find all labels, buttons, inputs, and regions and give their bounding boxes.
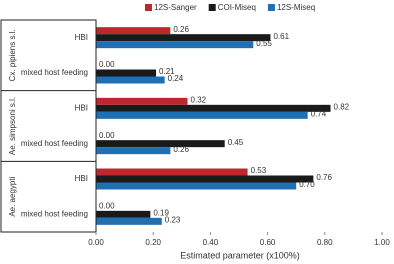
value-label: 0.53 <box>251 166 267 175</box>
value-label: 0.00 <box>99 60 115 69</box>
y-tick-label: HBI <box>75 33 88 42</box>
value-label: 0.26 <box>173 145 189 154</box>
group-label: Ae. aegypti <box>8 176 17 216</box>
legend-swatch <box>145 4 152 11</box>
y-tick-label: HBI <box>75 103 88 112</box>
bar <box>96 111 308 119</box>
x-tick-label: 0.80 <box>317 238 333 247</box>
bar <box>96 217 162 225</box>
value-label: 0.21 <box>159 67 175 76</box>
value-label: 0.82 <box>334 102 350 111</box>
group-label: Ae. simpsoni s.l. <box>8 97 17 155</box>
bar <box>96 182 297 190</box>
value-label: 0.55 <box>256 39 272 48</box>
value-label: 0.23 <box>165 215 181 224</box>
bar <box>96 27 171 35</box>
y-tick-label: mixed host feeding <box>21 139 88 148</box>
legend-swatch <box>208 4 216 11</box>
bar <box>96 97 188 105</box>
bar <box>96 168 248 176</box>
value-label: 0.00 <box>99 201 115 210</box>
value-label: 0.76 <box>316 173 332 182</box>
bar <box>96 104 331 112</box>
value-label: 0.32 <box>191 95 207 104</box>
y-tick-label: mixed host feeding <box>21 68 88 77</box>
x-tick-label: 0.40 <box>203 238 219 247</box>
bar <box>96 175 314 183</box>
bar <box>96 34 271 42</box>
x-tick-label: 0.60 <box>260 238 276 247</box>
value-label: 0.45 <box>228 138 244 147</box>
y-tick-label: mixed host feeding <box>21 209 88 218</box>
value-label: 0.00 <box>99 131 115 140</box>
legend-label: 12S-Miseq <box>277 3 315 12</box>
legend-label: COI-Miseq <box>218 3 256 12</box>
value-label: 0.24 <box>168 74 184 83</box>
group-label: Cx. pipiens s.l. <box>8 29 17 81</box>
value-label: 0.61 <box>273 32 289 41</box>
bar <box>96 69 157 77</box>
legend-swatch <box>267 4 275 11</box>
y-tick-label: HBI <box>75 174 88 183</box>
bar <box>96 76 165 84</box>
bar <box>96 210 151 218</box>
value-label: 0.74 <box>311 109 327 118</box>
x-tick-label: 0.20 <box>145 238 161 247</box>
x-tick-label: 0.00 <box>88 238 104 247</box>
bar <box>96 140 225 148</box>
value-label: 0.70 <box>299 180 315 189</box>
bar <box>96 147 171 155</box>
x-axis-label: Estimated parameter (x100%) <box>180 250 300 260</box>
value-label: 0.26 <box>173 25 189 34</box>
legend-label: 12S-Sanger <box>154 3 197 12</box>
x-tick-label: 1.00 <box>374 238 390 247</box>
value-label: 0.19 <box>153 208 169 217</box>
bar <box>96 41 254 49</box>
